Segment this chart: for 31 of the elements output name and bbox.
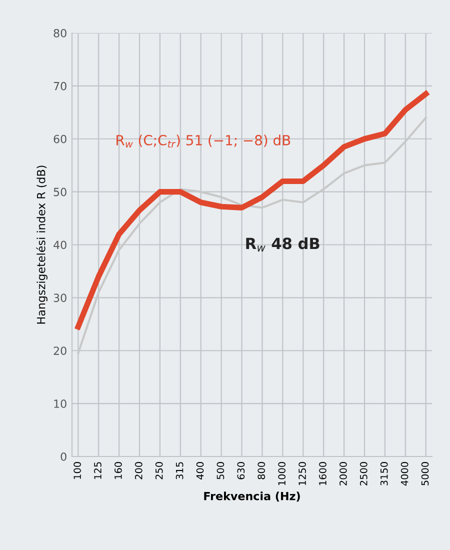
x-tick-label: 3150	[380, 462, 388, 486]
x-tick-label: 4000	[400, 462, 408, 486]
x-tick-label: 1000	[278, 462, 286, 486]
y-tick-label: 30	[54, 294, 66, 302]
y-tick-label: 60	[54, 134, 66, 144]
x-tick-label: 160	[114, 462, 122, 479]
x-tick-label: 5000	[421, 462, 429, 486]
x-tick-label: 800	[258, 462, 266, 480]
y-tick-label: 70	[54, 82, 66, 90]
x-tick-label: 2500	[360, 462, 368, 486]
y-tick-label: 20	[54, 346, 66, 356]
x-tick-label: 200	[134, 462, 142, 480]
y-tick-label: 40	[54, 240, 66, 250]
y-tick-label: 0	[60, 452, 66, 461]
y-axis-title: Hangszigetelési index R (dB)	[36, 166, 48, 324]
x-tick-label: 1600	[319, 462, 326, 486]
x-tick-label: 100	[74, 462, 81, 479]
x-tick-label: 315	[176, 462, 184, 480]
x-tick-label: 500	[216, 462, 224, 480]
x-tick-label: 630	[237, 462, 245, 480]
y-tick-label: 50	[54, 188, 66, 196]
x-tick-label: 125	[94, 462, 102, 479]
x-axis-title: Frekvencia (Hz)	[204, 492, 300, 502]
x-tick-label: 1250	[298, 462, 306, 486]
x-tick-label: 2000	[340, 462, 347, 486]
y-tick-label: 10	[54, 400, 66, 408]
y-tick-label: 80	[54, 28, 66, 38]
x-tick-label: 400	[196, 462, 204, 480]
annotation: R$_{w}$ (C;C$_{tr}$) 51 (−1; −8) dB	[116, 134, 290, 148]
annotation: R$_{w}$ 48 dB	[246, 237, 320, 252]
x-tick-label: 250	[155, 462, 163, 480]
